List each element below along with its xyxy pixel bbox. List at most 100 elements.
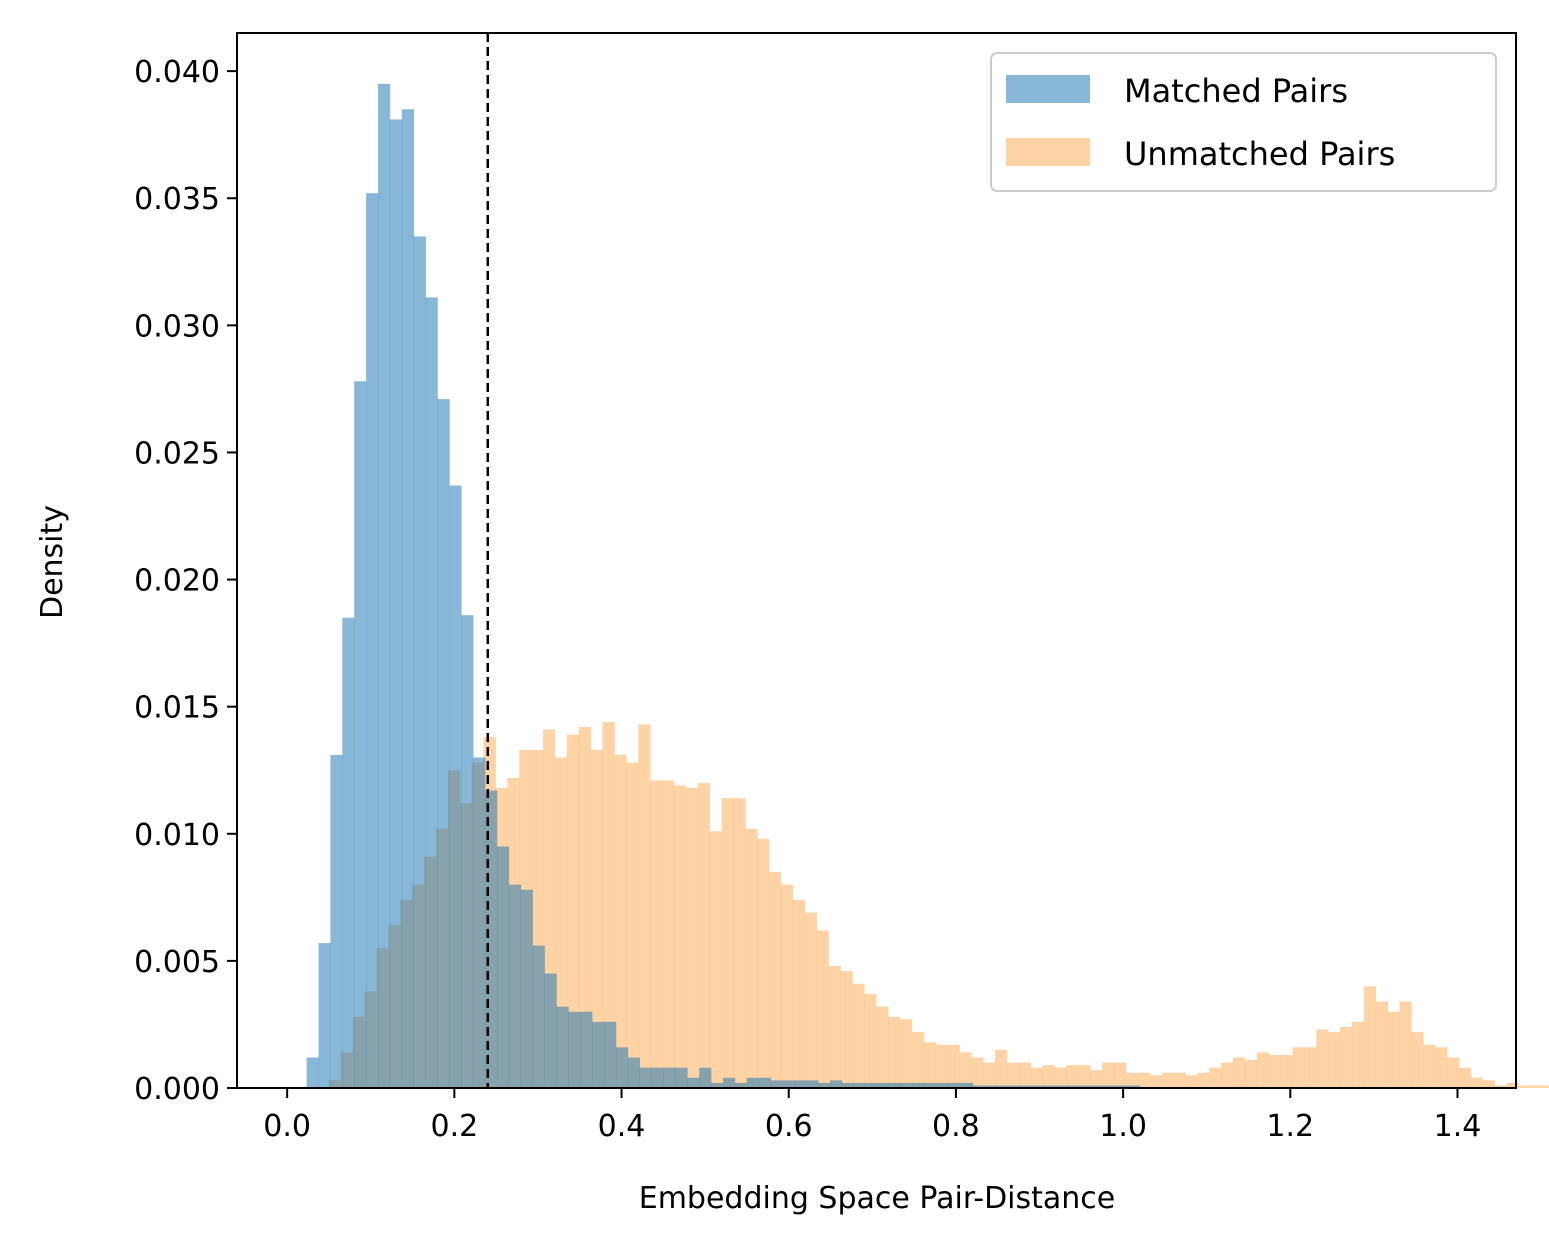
bar-unmatched bbox=[1197, 1072, 1210, 1088]
bar-matched bbox=[722, 1077, 736, 1088]
bar-unmatched bbox=[578, 727, 591, 1088]
bar-unmatched bbox=[959, 1052, 972, 1088]
bar-matched bbox=[770, 1080, 783, 1088]
bar-unmatched bbox=[1185, 1075, 1198, 1088]
bar-unmatched bbox=[1351, 1021, 1365, 1088]
bar-matched bbox=[675, 1067, 688, 1088]
bar-matched bbox=[401, 109, 414, 1088]
bar-matched bbox=[651, 1067, 664, 1088]
x-tick-label: 0.8 bbox=[932, 1109, 980, 1144]
bar-matched bbox=[425, 297, 438, 1088]
bar-matched bbox=[615, 1047, 629, 1088]
bar-unmatched bbox=[1304, 1047, 1317, 1088]
bar-matched bbox=[889, 1082, 902, 1088]
bar-unmatched bbox=[1363, 986, 1377, 1088]
bar-unmatched bbox=[1173, 1072, 1186, 1088]
bar-matched bbox=[1020, 1085, 1033, 1088]
x-tick-label: 1.0 bbox=[1099, 1109, 1147, 1144]
legend-frame bbox=[990, 52, 1497, 192]
bar-unmatched bbox=[1054, 1067, 1067, 1088]
bar-unmatched bbox=[745, 828, 758, 1088]
bar-matched bbox=[508, 884, 522, 1088]
bar-unmatched bbox=[614, 754, 627, 1088]
bar-matched bbox=[378, 83, 391, 1089]
bar-unmatched bbox=[1411, 1032, 1424, 1088]
bar-matched bbox=[592, 1021, 605, 1088]
bar-unmatched bbox=[1340, 1026, 1353, 1088]
y-tick-label: 0.010 bbox=[134, 818, 220, 853]
bar-unmatched bbox=[1459, 1067, 1472, 1088]
bar-matched bbox=[948, 1082, 962, 1088]
x-tick-label: 1.2 bbox=[1266, 1109, 1314, 1144]
bar-matched bbox=[877, 1082, 890, 1088]
bar-unmatched bbox=[1209, 1067, 1222, 1088]
bar-unmatched bbox=[780, 884, 794, 1088]
histogram-bars bbox=[306, 83, 1549, 1089]
bar-unmatched bbox=[1542, 1085, 1549, 1088]
bar-matched bbox=[734, 1082, 748, 1088]
bar-matched bbox=[758, 1077, 771, 1088]
bar-matched bbox=[699, 1067, 712, 1088]
bar-unmatched bbox=[1530, 1085, 1543, 1088]
bar-matched bbox=[413, 236, 426, 1088]
bar-unmatched bbox=[840, 971, 853, 1088]
legend: Matched Pairs Unmatched Pairs bbox=[990, 52, 1497, 192]
bar-unmatched bbox=[828, 965, 841, 1088]
y-tick-label: 0.005 bbox=[134, 945, 220, 980]
bar-matched bbox=[306, 1057, 319, 1088]
bar-matched bbox=[925, 1082, 938, 1088]
bar-unmatched bbox=[1066, 1065, 1079, 1088]
bar-matched bbox=[972, 1085, 985, 1088]
bar-matched bbox=[806, 1080, 819, 1088]
bar-unmatched bbox=[1244, 1060, 1258, 1088]
y-axis-ticks: 0.000 0.005 0.010 0.015 0.020 0.025 0.030 0.035… bbox=[134, 55, 237, 1107]
y-tick-label: 0.040 bbox=[134, 55, 220, 90]
bar-unmatched bbox=[769, 871, 782, 1088]
bar-unmatched bbox=[935, 1044, 948, 1088]
bar-matched bbox=[580, 1011, 593, 1088]
y-tick-label: 0.035 bbox=[134, 182, 220, 217]
bar-unmatched bbox=[1482, 1080, 1496, 1088]
bar-matched bbox=[1115, 1085, 1128, 1088]
bar-unmatched bbox=[1280, 1054, 1293, 1088]
bar-matched bbox=[544, 973, 557, 1088]
bar-unmatched bbox=[709, 831, 722, 1088]
x-tick-label: 0.2 bbox=[430, 1109, 478, 1144]
bar-matched bbox=[449, 485, 462, 1088]
y-tick-label: 0.000 bbox=[134, 1072, 220, 1107]
bar-unmatched bbox=[1423, 1044, 1436, 1088]
bar-unmatched bbox=[947, 1044, 960, 1088]
bar-unmatched bbox=[638, 724, 651, 1088]
bar-unmatched bbox=[1042, 1065, 1055, 1088]
bar-matched bbox=[711, 1082, 724, 1088]
bar-unmatched bbox=[1221, 1062, 1234, 1088]
y-tick-label: 0.030 bbox=[134, 309, 220, 344]
bar-unmatched bbox=[1078, 1065, 1091, 1088]
bar-unmatched bbox=[816, 930, 829, 1088]
bar-matched bbox=[960, 1082, 974, 1088]
y-tick-label: 0.015 bbox=[134, 691, 220, 726]
bar-unmatched bbox=[792, 899, 806, 1088]
bar-matched bbox=[901, 1082, 914, 1088]
bar-unmatched bbox=[923, 1042, 936, 1088]
y-tick-label: 0.025 bbox=[134, 436, 220, 471]
bar-matched bbox=[461, 615, 474, 1088]
bar-unmatched bbox=[1292, 1047, 1305, 1088]
bar-matched bbox=[984, 1085, 997, 1088]
bar-matched bbox=[389, 119, 403, 1089]
bar-unmatched bbox=[1018, 1062, 1032, 1088]
bar-unmatched bbox=[876, 1006, 889, 1088]
bar-unmatched bbox=[1161, 1072, 1174, 1088]
bar-unmatched bbox=[1316, 1029, 1329, 1088]
bar-unmatched bbox=[1447, 1057, 1460, 1088]
bar-matched bbox=[318, 943, 331, 1088]
x-tick-label: 0.6 bbox=[765, 1109, 813, 1144]
bar-unmatched bbox=[1387, 1011, 1400, 1088]
plot-frame bbox=[236, 32, 1517, 1089]
bar-unmatched bbox=[1435, 1047, 1448, 1088]
bar-unmatched bbox=[899, 1019, 913, 1088]
bar-matched bbox=[782, 1080, 795, 1088]
bar-unmatched bbox=[1256, 1052, 1270, 1088]
bar-unmatched bbox=[685, 788, 699, 1088]
bar-unmatched bbox=[662, 780, 675, 1088]
